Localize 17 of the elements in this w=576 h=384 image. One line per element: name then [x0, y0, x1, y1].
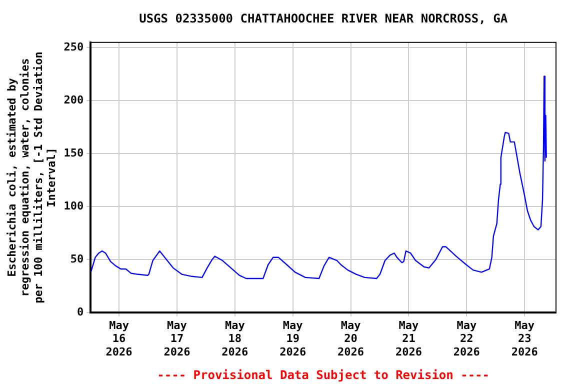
x-tick-label: May 19 2026	[280, 318, 306, 358]
x-tick-label: May 18 2026	[222, 318, 249, 358]
x-tick-label: May 16 2026	[106, 318, 133, 358]
x-tick-label: May 23 2026	[511, 318, 538, 358]
x-tick-label: May 17 2026	[164, 318, 191, 358]
y-tick-label: 0	[77, 305, 84, 318]
text: ---- Provisional Data Subject to Revision ----	[157, 368, 490, 382]
x-tick-label: May 21 2026	[395, 318, 422, 358]
chart-title: USGS 02335000 CHATTAHOOCHEE RIVER NEAR NORCROSS, GA	[139, 11, 508, 26]
y-tick-label: 150	[64, 146, 84, 160]
y-tick-label: 100	[64, 199, 84, 212]
y-tick-label: 50	[70, 252, 84, 266]
x-tick-label: May 20 2026	[338, 318, 364, 358]
y-tick-label: 200	[64, 93, 84, 106]
y-tick-label: 250	[64, 40, 84, 54]
x-tick-label: May 22 2026	[453, 318, 480, 358]
y-axis-title: Escherichia coli, estimated by regression equation, water, colonies per 100 milliliters, [-1 Std Deviation Interval]	[5, 52, 58, 304]
